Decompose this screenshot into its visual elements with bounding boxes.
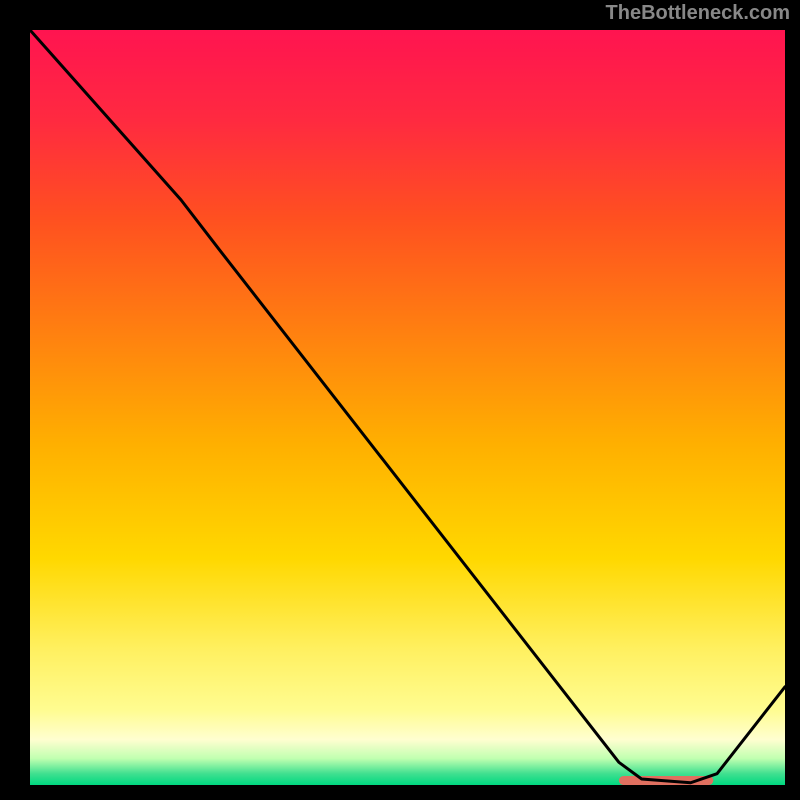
watermark-text: TheBottleneck.com xyxy=(606,2,790,25)
plot-area xyxy=(30,30,785,785)
gradient-fill xyxy=(30,30,785,785)
chart-container: TheBottleneck.com xyxy=(0,0,800,800)
